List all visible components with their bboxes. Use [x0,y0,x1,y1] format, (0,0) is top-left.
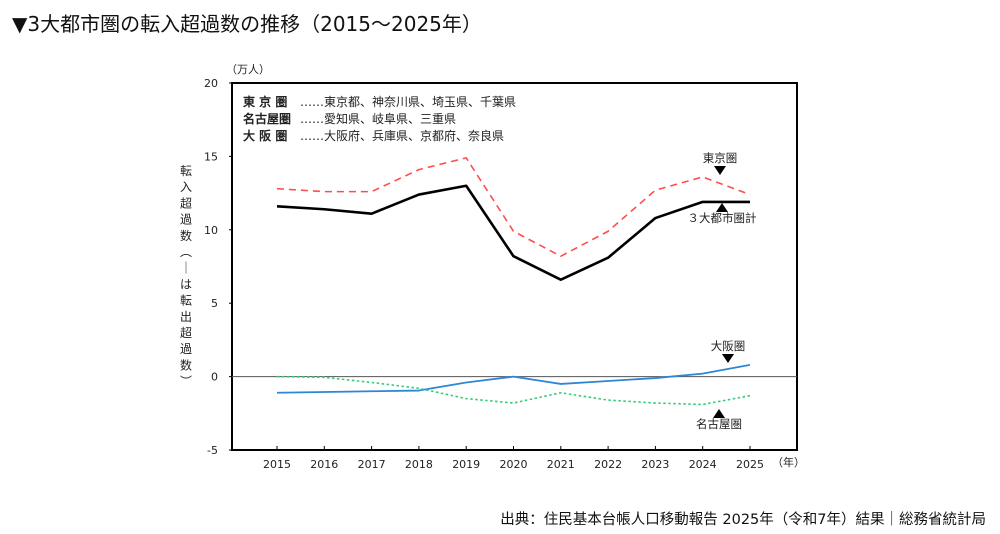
legend-name: 大 阪 圏 [243,128,287,143]
x-tick-label: 2020 [500,458,528,471]
x-tick-label: 2015 [263,458,291,471]
y-axis-label-char: ︶ [180,375,192,389]
series-line-大阪圏 [276,363,751,394]
y-axis-label-char: ︵ [180,245,192,259]
y-unit-label: （万人） [226,63,270,76]
series-annotation-label: 名古屋圏 [696,417,742,431]
series-annotation-label: 大阪圏 [711,339,746,353]
series-annotation-label: 東京圏 [703,151,738,165]
y-axis-label-char: 超 [180,195,192,210]
x-tick-label: 2019 [452,458,480,471]
x-tick-label: 2022 [594,458,622,471]
y-tick-label: -5 [207,444,218,457]
series-line-3大都市圏計 [276,184,750,282]
y-axis-label-char: 過 [180,342,192,356]
arrow-up-icon [716,203,728,212]
y-tick-label: 20 [204,77,218,90]
y-axis-label-char: 超 [180,325,192,340]
x-tick-label: 2023 [641,458,669,471]
y-tick-label: 0 [211,371,218,384]
legend-desc: ……大阪府、兵庫県、京都府、奈良県 [300,128,504,143]
y-axis-label-char: 転 [180,164,192,178]
legend-name: 東 京 圏 [243,94,287,109]
x-tick-label: 2021 [547,458,575,471]
series-line-東京圏 [276,157,751,258]
series-annotation-label: ３大都市圏計 [688,211,757,225]
y-axis-label-char: 数 [180,357,192,372]
y-axis-label-char: 過 [180,213,192,227]
arrow-up-icon [713,409,725,418]
x-tick-label: 2016 [310,458,338,471]
plot-frame [231,82,798,451]
y-axis-label-char: 出 [180,310,192,324]
source-note: 出典：住民基本台帳人口移動報告 2025年（令和7年）結果｜総務省統計局 [500,512,986,528]
legend-name: 名古屋圏 [243,111,291,126]
y-axis-label-char: 転 [180,294,192,308]
y-axis-label-char: ｜ [180,261,192,275]
series-line-名古屋圏 [276,375,751,406]
y-axis-label-char: 入 [180,180,192,194]
x-tick-label: 2017 [358,458,386,471]
x-tick-label: 2025 [736,458,764,471]
legend-desc: ……愛知県、岐阜県、三重県 [300,112,456,126]
y-tick-label: 15 [204,150,218,163]
chart-title: ▼3大都市圏の転入超過数の推移（2015～2025年） [12,12,482,36]
arrow-down-icon [714,166,726,175]
x-tick-label: 2018 [405,458,433,471]
arrow-down-icon [722,354,734,363]
x-tick-label: 2024 [689,458,717,471]
y-tick-label: 5 [211,297,218,310]
legend-desc: ……東京都、神奈川県、埼玉県、千葉県 [300,95,516,109]
x-unit-label: （年） [772,455,805,469]
y-tick-label: 10 [204,224,218,237]
y-axis-label-char: は [180,277,192,291]
y-axis-label-char: 数 [180,228,192,243]
